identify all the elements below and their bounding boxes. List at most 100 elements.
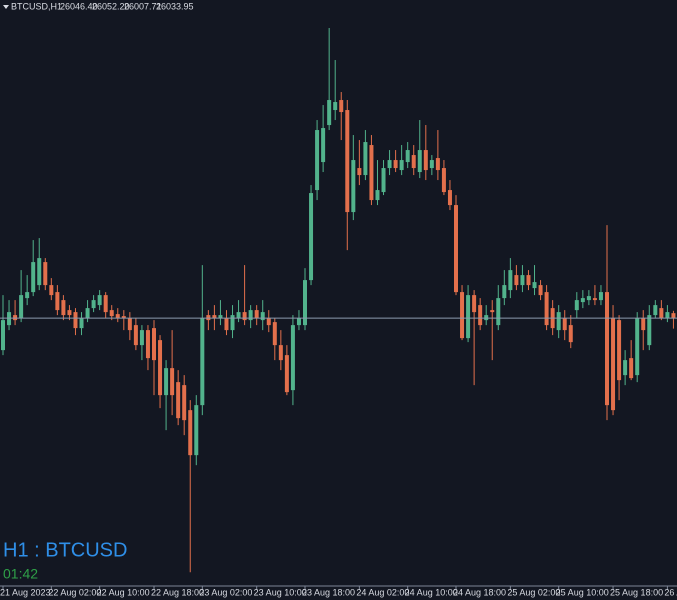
candle-body xyxy=(194,405,199,456)
candle-body xyxy=(212,315,217,319)
x-tick-label: 25 Aug 10:00 xyxy=(556,587,609,597)
candle-body xyxy=(472,295,477,313)
candle-body xyxy=(1,320,5,351)
candle-body xyxy=(617,320,622,381)
candle-body xyxy=(429,160,434,169)
candle-body xyxy=(423,150,428,171)
candle-body xyxy=(164,368,169,396)
ohlc-high: 26052.20 xyxy=(92,1,130,11)
ohlc-open: 26046.40 xyxy=(60,1,98,11)
symbol-menu-arrow[interactable] xyxy=(3,5,9,9)
candle-body xyxy=(635,318,640,376)
candle-body xyxy=(290,325,295,391)
candle-body xyxy=(568,325,573,343)
candle-body xyxy=(399,160,404,171)
candle-body xyxy=(236,312,241,319)
candle-body xyxy=(109,310,114,317)
candle-body xyxy=(417,150,422,173)
candle-body xyxy=(230,315,235,331)
x-tick-label: 24 Aug 18:00 xyxy=(453,587,506,597)
candle-body xyxy=(623,360,628,376)
candle-body xyxy=(284,355,289,393)
candle-body xyxy=(145,330,150,359)
candle-body xyxy=(127,318,132,331)
candle-body xyxy=(121,316,126,319)
candle-body xyxy=(598,292,603,301)
candle-body xyxy=(31,262,36,293)
candle-body xyxy=(73,312,78,329)
candle-body xyxy=(659,308,664,319)
candle-body xyxy=(502,285,507,299)
candle-body xyxy=(466,295,471,339)
candle-body xyxy=(508,270,513,291)
candle-body xyxy=(592,298,597,301)
candle-body xyxy=(671,313,676,319)
candle-body xyxy=(532,282,537,289)
candle-body xyxy=(454,205,458,293)
candle-body xyxy=(224,318,229,331)
candle-body xyxy=(629,358,634,379)
x-tick-label: 23 Aug 18:00 xyxy=(302,587,355,597)
candle-body xyxy=(611,318,616,411)
candle-body xyxy=(556,312,561,331)
candle-body xyxy=(411,155,416,169)
candle-body xyxy=(375,190,380,201)
candle-body xyxy=(67,310,72,316)
candle-body xyxy=(176,382,181,419)
candle-body xyxy=(272,322,277,346)
candle-body xyxy=(248,310,253,321)
x-tick-label: 22 Aug 10:00 xyxy=(97,587,150,597)
candle-body xyxy=(369,145,374,201)
candle-body xyxy=(484,315,489,321)
candle-body xyxy=(514,275,519,286)
candle-body xyxy=(133,325,138,346)
candle-body xyxy=(103,295,108,313)
candle-body xyxy=(327,100,332,126)
x-tick-label: 24 Aug 02:00 xyxy=(356,587,409,597)
candle-body xyxy=(158,340,163,396)
candle-body xyxy=(182,385,187,421)
candle-body xyxy=(188,410,193,456)
countdown: 01:42 xyxy=(3,566,38,582)
candle-body xyxy=(296,318,301,326)
candle-body xyxy=(447,190,452,206)
candle-body xyxy=(544,292,549,326)
candle-body xyxy=(351,160,356,213)
candle-body xyxy=(61,300,66,316)
candle-body xyxy=(97,295,102,306)
candle-body xyxy=(25,292,30,299)
x-tick-label: 24 Aug 10:00 xyxy=(405,587,458,597)
candle-body xyxy=(13,315,18,321)
candle-body xyxy=(490,310,495,313)
candle-body xyxy=(139,330,144,346)
candle-body xyxy=(79,318,84,329)
candle-body xyxy=(315,130,320,191)
candle-body xyxy=(496,298,501,326)
x-tick-label: 25 Aug 18:00 xyxy=(610,587,663,597)
candle-body xyxy=(435,158,440,171)
candle-body xyxy=(218,315,223,319)
candle-body xyxy=(85,308,90,319)
candle-body xyxy=(586,296,591,301)
candle-body xyxy=(49,285,54,296)
candle-body xyxy=(665,312,670,319)
candle-body xyxy=(381,168,386,193)
candle-body xyxy=(321,128,326,163)
candle-body xyxy=(405,150,410,163)
candle-body xyxy=(260,312,265,321)
candle-body xyxy=(345,110,350,213)
candle-body xyxy=(170,368,175,396)
candle-body xyxy=(339,100,344,113)
candle-body xyxy=(254,310,259,319)
candle-body xyxy=(115,314,120,319)
candle-body xyxy=(538,285,543,296)
candle-body xyxy=(303,280,307,326)
candle-body xyxy=(393,160,398,169)
candle-body xyxy=(242,312,247,321)
candle-body xyxy=(43,262,48,286)
candle-body xyxy=(526,275,531,286)
candle-body xyxy=(647,315,652,346)
candle-body xyxy=(641,318,646,331)
